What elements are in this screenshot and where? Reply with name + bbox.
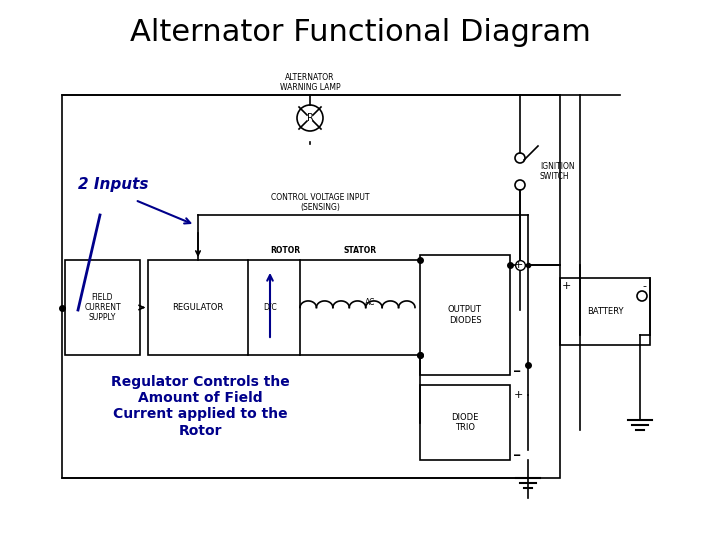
Text: _: _ bbox=[514, 359, 521, 372]
Text: CONTROL VOLTAGE INPUT
(SENSING): CONTROL VOLTAGE INPUT (SENSING) bbox=[271, 193, 369, 212]
Text: Alternator Functional Diagram: Alternator Functional Diagram bbox=[130, 18, 590, 47]
Text: +: + bbox=[562, 281, 571, 291]
Bar bbox=[62, 95, 560, 478]
Text: BATTERY: BATTERY bbox=[587, 307, 624, 316]
Text: ROTOR: ROTOR bbox=[270, 246, 300, 255]
Text: REGULATOR: REGULATOR bbox=[172, 303, 224, 312]
Bar bbox=[65, 260, 140, 355]
Bar bbox=[560, 278, 650, 345]
Text: ALTERNATOR
WARNING LAMP: ALTERNATOR WARNING LAMP bbox=[279, 72, 341, 92]
Text: FIELD
CURRENT
SUPPLY: FIELD CURRENT SUPPLY bbox=[84, 293, 121, 322]
Circle shape bbox=[637, 291, 647, 301]
Text: -: - bbox=[642, 281, 646, 291]
Text: STATOR: STATOR bbox=[343, 246, 377, 255]
Text: OUTPUT
DIODES: OUTPUT DIODES bbox=[448, 305, 482, 325]
Text: Regulator Controls the
Amount of Field
Current applied to the
Rotor: Regulator Controls the Amount of Field C… bbox=[111, 375, 289, 437]
Bar bbox=[148, 260, 248, 355]
Text: _: _ bbox=[514, 443, 521, 456]
Text: R: R bbox=[307, 113, 313, 123]
Text: DIODE
TRIO: DIODE TRIO bbox=[451, 413, 479, 432]
Bar bbox=[420, 255, 510, 375]
Text: AC: AC bbox=[365, 298, 375, 307]
Text: D/C: D/C bbox=[263, 302, 277, 312]
Text: +: + bbox=[514, 260, 523, 270]
Text: IGNITION
SWITCH: IGNITION SWITCH bbox=[540, 162, 575, 181]
Bar bbox=[420, 385, 510, 460]
Circle shape bbox=[515, 153, 525, 163]
Circle shape bbox=[515, 180, 525, 190]
Text: 2 Inputs: 2 Inputs bbox=[78, 178, 148, 192]
Circle shape bbox=[297, 105, 323, 131]
Text: +: + bbox=[514, 390, 523, 400]
